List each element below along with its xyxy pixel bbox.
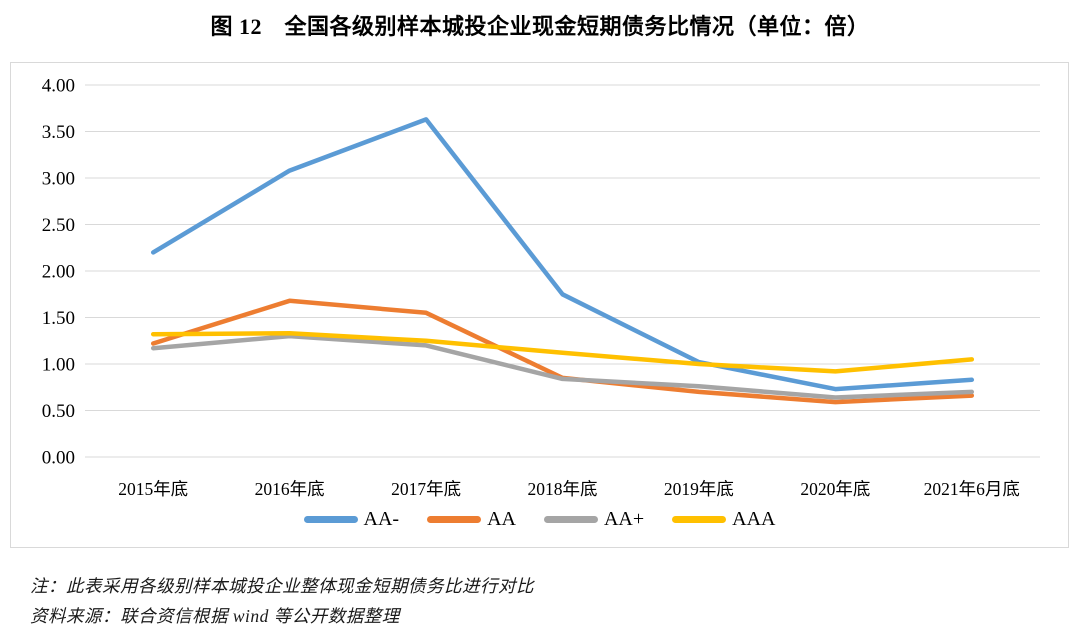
x-tick-label: 2020年底 bbox=[800, 479, 870, 499]
x-tick-label: 2015年底 bbox=[118, 479, 188, 499]
y-tick-label: 3.00 bbox=[42, 169, 75, 190]
legend-label: AA bbox=[487, 508, 516, 530]
chart-canvas: 0.00 0.50 1.00 1.50 2.00 2.50 3.00 3.50 4.00 2015… bbox=[42, 76, 1040, 499]
y-tick-label: 0.50 bbox=[42, 401, 75, 422]
y-tick-label: 3.50 bbox=[42, 122, 75, 143]
legend-swatch-icon bbox=[672, 515, 727, 523]
y-tick-label: 1.00 bbox=[42, 355, 75, 376]
y-tick-label: 2.50 bbox=[42, 215, 75, 236]
notes-block: 注：此表采用各级别样本城投企业整体现金短期债务比进行对比 资料来源：联合资信根据… bbox=[30, 571, 534, 631]
legend-swatch-icon bbox=[427, 515, 482, 523]
chart-legend: AA- AA AA+ AAA bbox=[11, 509, 1068, 529]
legend-item-AA-: AA- bbox=[303, 508, 400, 530]
legend-label: AA- bbox=[363, 508, 400, 530]
figure-title: 图 12 全国各级别样本城投企业现金短期债务比情况（单位：倍） bbox=[210, 14, 870, 39]
y-tick-label: 4.00 bbox=[42, 76, 75, 97]
x-tick-label: 2017年底 bbox=[391, 479, 461, 499]
legend-swatch-icon bbox=[543, 515, 598, 523]
legend-item-AA: AA bbox=[427, 509, 516, 529]
note-line-1: 注：此表采用各级别样本城投企业整体现金短期债务比进行对比 bbox=[30, 576, 534, 596]
x-tick-label: 2021年6月底 bbox=[924, 479, 1020, 499]
y-tick-label: 2.00 bbox=[42, 262, 75, 283]
note-line-2: 资料来源：联合资信根据 wind 等公开数据整理 bbox=[30, 606, 400, 626]
x-tick-label: 2016年底 bbox=[255, 479, 325, 499]
legend-swatch-icon bbox=[303, 515, 358, 523]
series-line-AAA bbox=[150, 331, 975, 374]
legend-item-AAA: AAA bbox=[672, 509, 775, 529]
y-tick-label: 0.00 bbox=[42, 448, 75, 469]
legend-item-AA+: AA+ bbox=[543, 508, 645, 530]
legend-label: AA+ bbox=[603, 508, 645, 530]
series-line-AA+ bbox=[150, 333, 975, 400]
x-tick-label: 2019年底 bbox=[664, 479, 734, 499]
chart-area: 0.00 0.50 1.00 1.50 2.00 2.50 3.00 3.50 4.00 2015… bbox=[10, 62, 1069, 548]
series-line-AA- bbox=[150, 117, 975, 392]
y-tick-label: 1.50 bbox=[42, 308, 75, 329]
x-tick-label: 2018年底 bbox=[528, 479, 598, 499]
legend-label: AAA bbox=[732, 508, 776, 530]
